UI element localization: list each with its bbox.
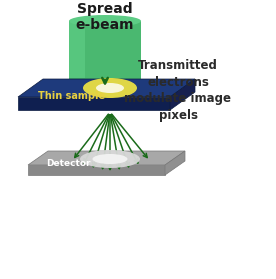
Ellipse shape: [69, 78, 141, 90]
Bar: [69, 21, 141, 84]
Bar: [69, 21, 85, 84]
Bar: [69, 78, 141, 84]
Polygon shape: [28, 165, 165, 175]
Polygon shape: [18, 97, 170, 110]
Polygon shape: [28, 151, 185, 165]
Ellipse shape: [92, 154, 128, 164]
Ellipse shape: [69, 15, 141, 27]
Polygon shape: [69, 76, 141, 84]
Ellipse shape: [83, 78, 137, 98]
Text: Thin sample: Thin sample: [38, 91, 105, 101]
Text: Spread
e-beam: Spread e-beam: [76, 2, 134, 32]
Polygon shape: [170, 79, 195, 110]
Ellipse shape: [96, 83, 124, 93]
Text: Transmitted
electrons
modulate image
pixels: Transmitted electrons modulate image pix…: [124, 59, 232, 121]
Polygon shape: [18, 79, 195, 97]
Text: Detector: Detector: [46, 158, 90, 167]
Ellipse shape: [80, 150, 140, 168]
Polygon shape: [165, 151, 185, 175]
